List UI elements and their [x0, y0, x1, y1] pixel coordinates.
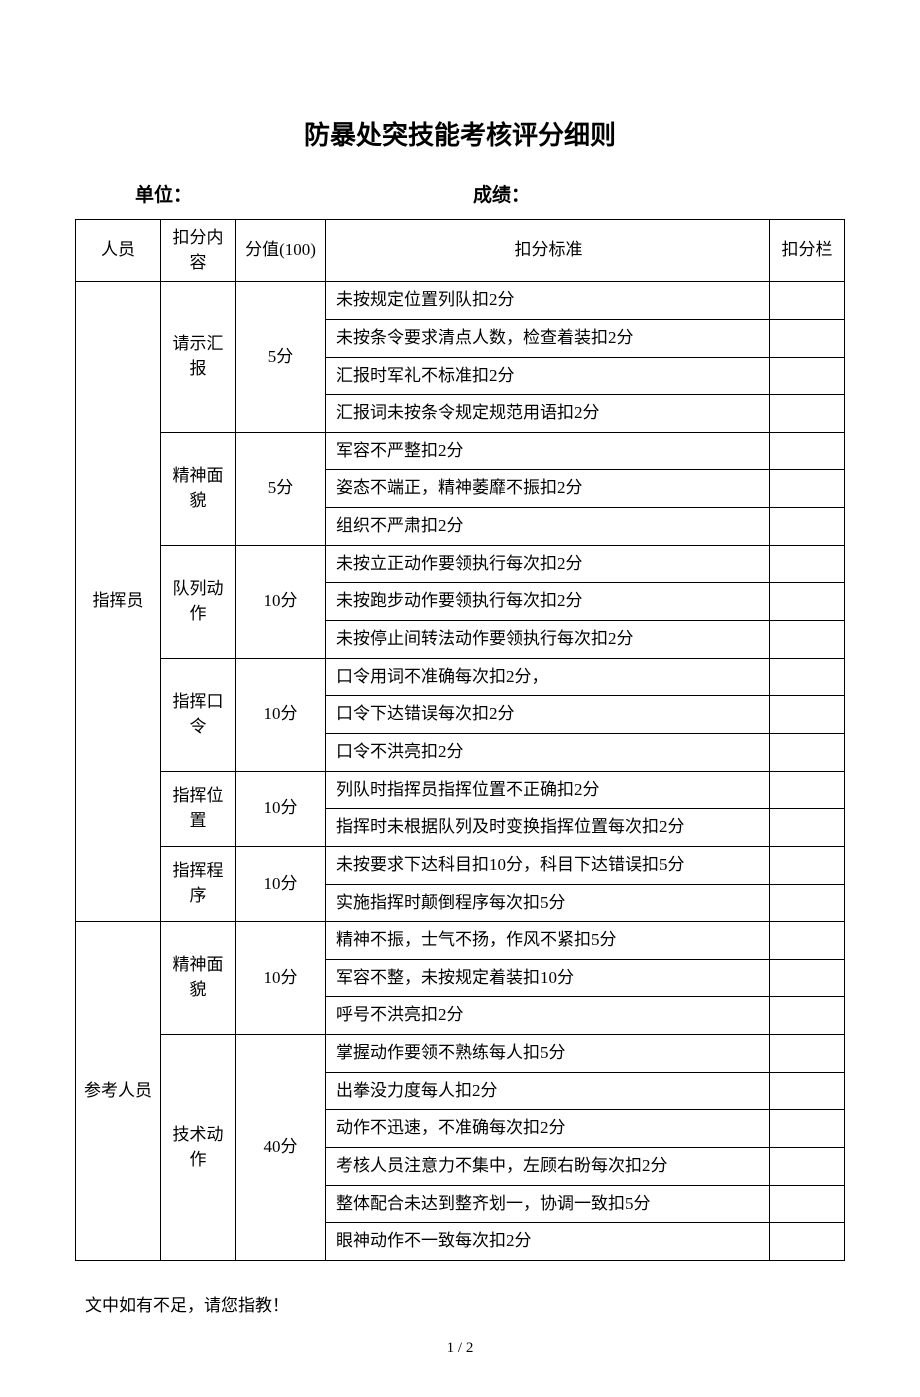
mark-cell [770, 319, 845, 357]
standard-cell: 汇报时军礼不标准扣2分 [326, 357, 770, 395]
table-row: 指挥位置10分列队时指挥员指挥位置不正确扣2分 [76, 771, 845, 809]
standard-cell: 口令下达错误每次扣2分 [326, 696, 770, 734]
column-header-person: 人员 [76, 220, 161, 282]
table-row: 指挥口令10分口令用词不准确每次扣2分， [76, 658, 845, 696]
mark-cell [770, 1035, 845, 1073]
standard-cell: 眼神动作不一致每次扣2分 [326, 1223, 770, 1261]
standard-cell: 实施指挥时颠倒程序每次扣5分 [326, 884, 770, 922]
table-row: 参考人员精神面貌10分精神不振，士气不扬，作风不紧扣5分 [76, 922, 845, 960]
standard-cell: 未按条令要求清点人数，检查着装扣2分 [326, 319, 770, 357]
standard-cell: 出拳没力度每人扣2分 [326, 1072, 770, 1110]
standard-cell: 未按停止间转法动作要领执行每次扣2分 [326, 621, 770, 659]
mark-cell [770, 733, 845, 771]
score-cell: 40分 [236, 1035, 326, 1261]
column-header-standard: 扣分标准 [326, 220, 770, 282]
content-cell: 精神面貌 [161, 922, 236, 1035]
standard-cell: 整体配合未达到整齐划一，协调一致扣5分 [326, 1185, 770, 1223]
mark-cell [770, 846, 845, 884]
page-number: 1 / 2 [75, 1340, 845, 1357]
standard-cell: 精神不振，士气不扬，作风不紧扣5分 [326, 922, 770, 960]
column-header-score: 分值(100) [236, 220, 326, 282]
mark-cell [770, 771, 845, 809]
header-row: 单位： 成绩： [75, 180, 845, 207]
standard-cell: 军容不整，未按规定着装扣10分 [326, 959, 770, 997]
mark-cell [770, 997, 845, 1035]
content-cell: 请示汇报 [161, 282, 236, 433]
mark-cell [770, 1072, 845, 1110]
table-row: 指挥程序10分未按要求下达科目扣10分，科目下达错误扣5分 [76, 846, 845, 884]
person-cell: 指挥员 [76, 282, 161, 922]
mark-cell [770, 470, 845, 508]
column-header-mark: 扣分栏 [770, 220, 845, 282]
score-cell: 10分 [236, 846, 326, 921]
content-cell: 精神面貌 [161, 432, 236, 545]
standard-cell: 掌握动作要领不熟练每人扣5分 [326, 1035, 770, 1073]
column-header-content: 扣分内容 [161, 220, 236, 282]
standard-cell: 动作不迅速，不准确每次扣2分 [326, 1110, 770, 1148]
mark-cell [770, 1185, 845, 1223]
mark-cell [770, 809, 845, 847]
mark-cell [770, 508, 845, 546]
score-cell: 10分 [236, 545, 326, 658]
footer-note: 文中如有不足，请您指教！ [75, 1291, 845, 1316]
mark-cell [770, 658, 845, 696]
mark-cell [770, 1148, 845, 1186]
person-cell: 参考人员 [76, 922, 161, 1261]
mark-cell [770, 583, 845, 621]
mark-cell [770, 357, 845, 395]
standard-cell: 口令不洪亮扣2分 [326, 733, 770, 771]
table-row: 技术动作40分掌握动作要领不熟练每人扣5分 [76, 1035, 845, 1073]
mark-cell [770, 621, 845, 659]
table-row: 精神面貌5分军容不严整扣2分 [76, 432, 845, 470]
mark-cell [770, 696, 845, 734]
standard-cell: 列队时指挥员指挥位置不正确扣2分 [326, 771, 770, 809]
standard-cell: 未按跑步动作要领执行每次扣2分 [326, 583, 770, 621]
score-cell: 5分 [236, 432, 326, 545]
standard-cell: 汇报词未按条令规定规范用语扣2分 [326, 395, 770, 433]
standard-cell: 未按立正动作要领执行每次扣2分 [326, 545, 770, 583]
standard-cell: 指挥时未根据队列及时变换指挥位置每次扣2分 [326, 809, 770, 847]
mark-cell [770, 1223, 845, 1261]
mark-cell [770, 432, 845, 470]
standard-cell: 口令用词不准确每次扣2分， [326, 658, 770, 696]
standard-cell: 未按要求下达科目扣10分，科目下达错误扣5分 [326, 846, 770, 884]
scoring-table: 人员扣分内容分值(100)扣分标准扣分栏指挥员请示汇报5分未按规定位置列队扣2分… [75, 219, 845, 1261]
content-cell: 指挥位置 [161, 771, 236, 846]
content-cell: 指挥口令 [161, 658, 236, 771]
table-row: 指挥员请示汇报5分未按规定位置列队扣2分 [76, 282, 845, 320]
standard-cell: 军容不严整扣2分 [326, 432, 770, 470]
mark-cell [770, 959, 845, 997]
score-cell: 10分 [236, 922, 326, 1035]
content-cell: 队列动作 [161, 545, 236, 658]
table-row: 队列动作10分未按立正动作要领执行每次扣2分 [76, 545, 845, 583]
score-label: 成绩： [473, 180, 785, 207]
mark-cell [770, 545, 845, 583]
unit-label: 单位： [135, 180, 473, 207]
score-cell: 10分 [236, 658, 326, 771]
score-cell: 5分 [236, 282, 326, 433]
mark-cell [770, 282, 845, 320]
mark-cell [770, 395, 845, 433]
document-title: 防暴处突技能考核评分细则 [75, 115, 845, 152]
standard-cell: 呼号不洪亮扣2分 [326, 997, 770, 1035]
mark-cell [770, 922, 845, 960]
mark-cell [770, 1110, 845, 1148]
standard-cell: 未按规定位置列队扣2分 [326, 282, 770, 320]
mark-cell [770, 884, 845, 922]
content-cell: 指挥程序 [161, 846, 236, 921]
content-cell: 技术动作 [161, 1035, 236, 1261]
standard-cell: 组织不严肃扣2分 [326, 508, 770, 546]
score-cell: 10分 [236, 771, 326, 846]
standard-cell: 考核人员注意力不集中，左顾右盼每次扣2分 [326, 1148, 770, 1186]
standard-cell: 姿态不端正，精神萎靡不振扣2分 [326, 470, 770, 508]
